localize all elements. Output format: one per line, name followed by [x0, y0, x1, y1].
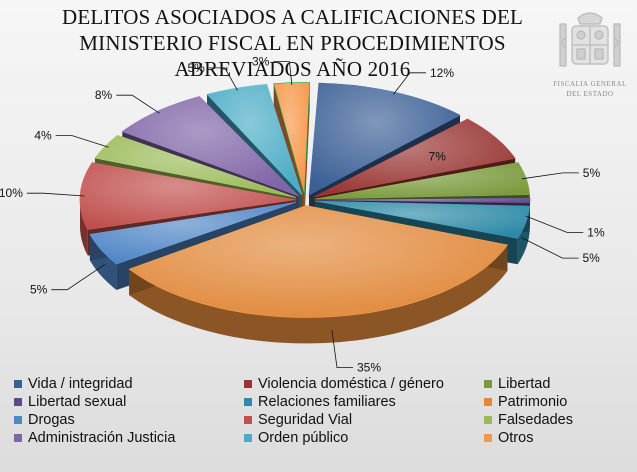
leader-line-8	[55, 135, 109, 148]
pie-slice-shine-6	[89, 202, 296, 264]
legend-label-7: Seguridad Vial	[258, 412, 353, 428]
leader-line-0	[393, 72, 426, 95]
pct-label-10: 5%	[187, 61, 205, 75]
coat-of-arms-icon	[559, 12, 621, 67]
legend-label-6: Drogas	[28, 412, 75, 428]
title-line-2: MINISTERIO FISCAL EN PROCEDIMIENTOS	[79, 31, 506, 55]
pie-slice-tops	[79, 82, 531, 318]
seal-caption-1: FISCALIA GENERAL	[553, 80, 627, 88]
legend-swatch-2	[484, 380, 492, 388]
legend-item-1: Violencia doméstica / género	[244, 375, 484, 393]
pct-label-3: 1%	[587, 226, 605, 240]
pie-slice-shine-4	[314, 201, 530, 239]
chart-legend: Vida / integridad Violencia doméstica / g…	[14, 375, 634, 447]
legend-swatch-1	[244, 380, 252, 388]
legend-item-0: Vida / integridad	[14, 375, 244, 393]
pie-slice-shine-7	[79, 162, 295, 230]
title-line-1: DELITOS ASOCIADOS A CALIFICACIONES DEL	[61, 5, 524, 29]
legend-item-5: Patrimonio	[484, 393, 634, 411]
pct-label-4: 5%	[583, 251, 601, 265]
pct-label-9: 8%	[95, 88, 113, 102]
pct-label-8: 4%	[34, 129, 52, 143]
legend-swatch-10	[244, 434, 252, 442]
leader-line-7	[26, 192, 85, 197]
pie-slice-shine-8	[94, 135, 297, 198]
legend-swatch-6	[14, 416, 22, 424]
legend-label-3: Libertad sexual	[28, 394, 127, 410]
legend-label-9: Administración Justicia	[28, 430, 176, 446]
leader-line-3	[525, 215, 584, 233]
pct-label-7: 10%	[0, 186, 23, 200]
chart-title: DELITOS ASOCIADOS A CALIFICACIONES DEL M…	[20, 4, 565, 82]
legend-label-11: Otros	[498, 430, 534, 446]
leader-line-10	[208, 67, 238, 91]
legend-item-11: Otros	[484, 429, 634, 447]
percent-labels: 12% 7% 5% 1% 5% 35% 5% 10% 4% 8% 5% 3%	[0, 55, 605, 372]
legend-swatch-7	[244, 416, 252, 424]
legend-swatch-11	[484, 434, 492, 442]
leader-line-11	[273, 61, 293, 85]
legend-swatch-9	[14, 434, 22, 442]
pie-slice-shine-2	[314, 162, 530, 199]
legend-item-4: Relaciones familiares	[244, 393, 484, 411]
pct-label-0: 12%	[430, 66, 454, 80]
legend-item-10: Orden público	[244, 429, 484, 447]
pie-chart: 12% 7% 5% 1% 5% 35% 5% 10% 4% 8% 5% 3%	[0, 55, 605, 372]
legend-item-6: Drogas	[14, 411, 244, 429]
leader-line-6	[51, 263, 106, 291]
pct-label-1: 7%	[429, 150, 447, 164]
legend-swatch-4	[244, 398, 252, 406]
pie-slice-shine-9	[122, 96, 299, 196]
pie-slice-shine-3	[315, 198, 531, 203]
pie-slice-shine-10	[207, 84, 302, 195]
legend-label-0: Vida / integridad	[28, 376, 133, 392]
pie-slice-shine-1	[313, 119, 516, 198]
seal-caption-2: DEL ESTADO	[566, 90, 614, 98]
legend-label-5: Patrimonio	[498, 394, 568, 410]
pie-side-5-0	[129, 244, 508, 344]
legend-swatch-8	[484, 416, 492, 424]
legend-swatch-5	[484, 398, 492, 406]
legend-item-8: Falsedades	[484, 411, 634, 429]
leader-line-9	[116, 94, 160, 114]
leader-line-2	[521, 172, 579, 180]
legend-swatch-3	[14, 398, 22, 406]
pct-label-11: 3%	[252, 55, 270, 69]
leader-line-5	[331, 329, 353, 368]
pct-label-6: 5%	[30, 283, 48, 297]
legend-item-2: Libertad	[484, 375, 634, 393]
legend-label-10: Orden público	[258, 430, 349, 446]
pie-wall-11-1	[304, 82, 310, 221]
pie-side-7-0	[80, 200, 88, 256]
pie-slice-shine-0	[309, 83, 460, 195]
pct-label-5: 35%	[357, 361, 381, 372]
fiscalia-seal-logo: FISCALIA GENERAL DEL ESTADO	[548, 8, 632, 104]
legend-label-2: Libertad	[498, 376, 551, 392]
pct-label-2: 5%	[583, 166, 601, 180]
legend-item-7: Seguridad Vial	[244, 411, 484, 429]
leader-lines	[26, 61, 584, 368]
pie-slice-shine-11	[273, 82, 310, 195]
legend-swatch-0	[14, 380, 22, 388]
pie-slice-shine-5	[129, 205, 508, 318]
title-line-3: ABREVIADOS AÑO 2016	[174, 57, 411, 81]
legend-label-4: Relaciones familiares	[258, 394, 396, 410]
legend-item-9: Administración Justicia	[14, 429, 244, 447]
legend-label-8: Falsedades	[498, 412, 573, 428]
leader-line-4	[521, 237, 579, 259]
legend-label-1: Violencia doméstica / género	[258, 376, 444, 392]
legend-item-3: Libertad sexual	[14, 393, 244, 411]
